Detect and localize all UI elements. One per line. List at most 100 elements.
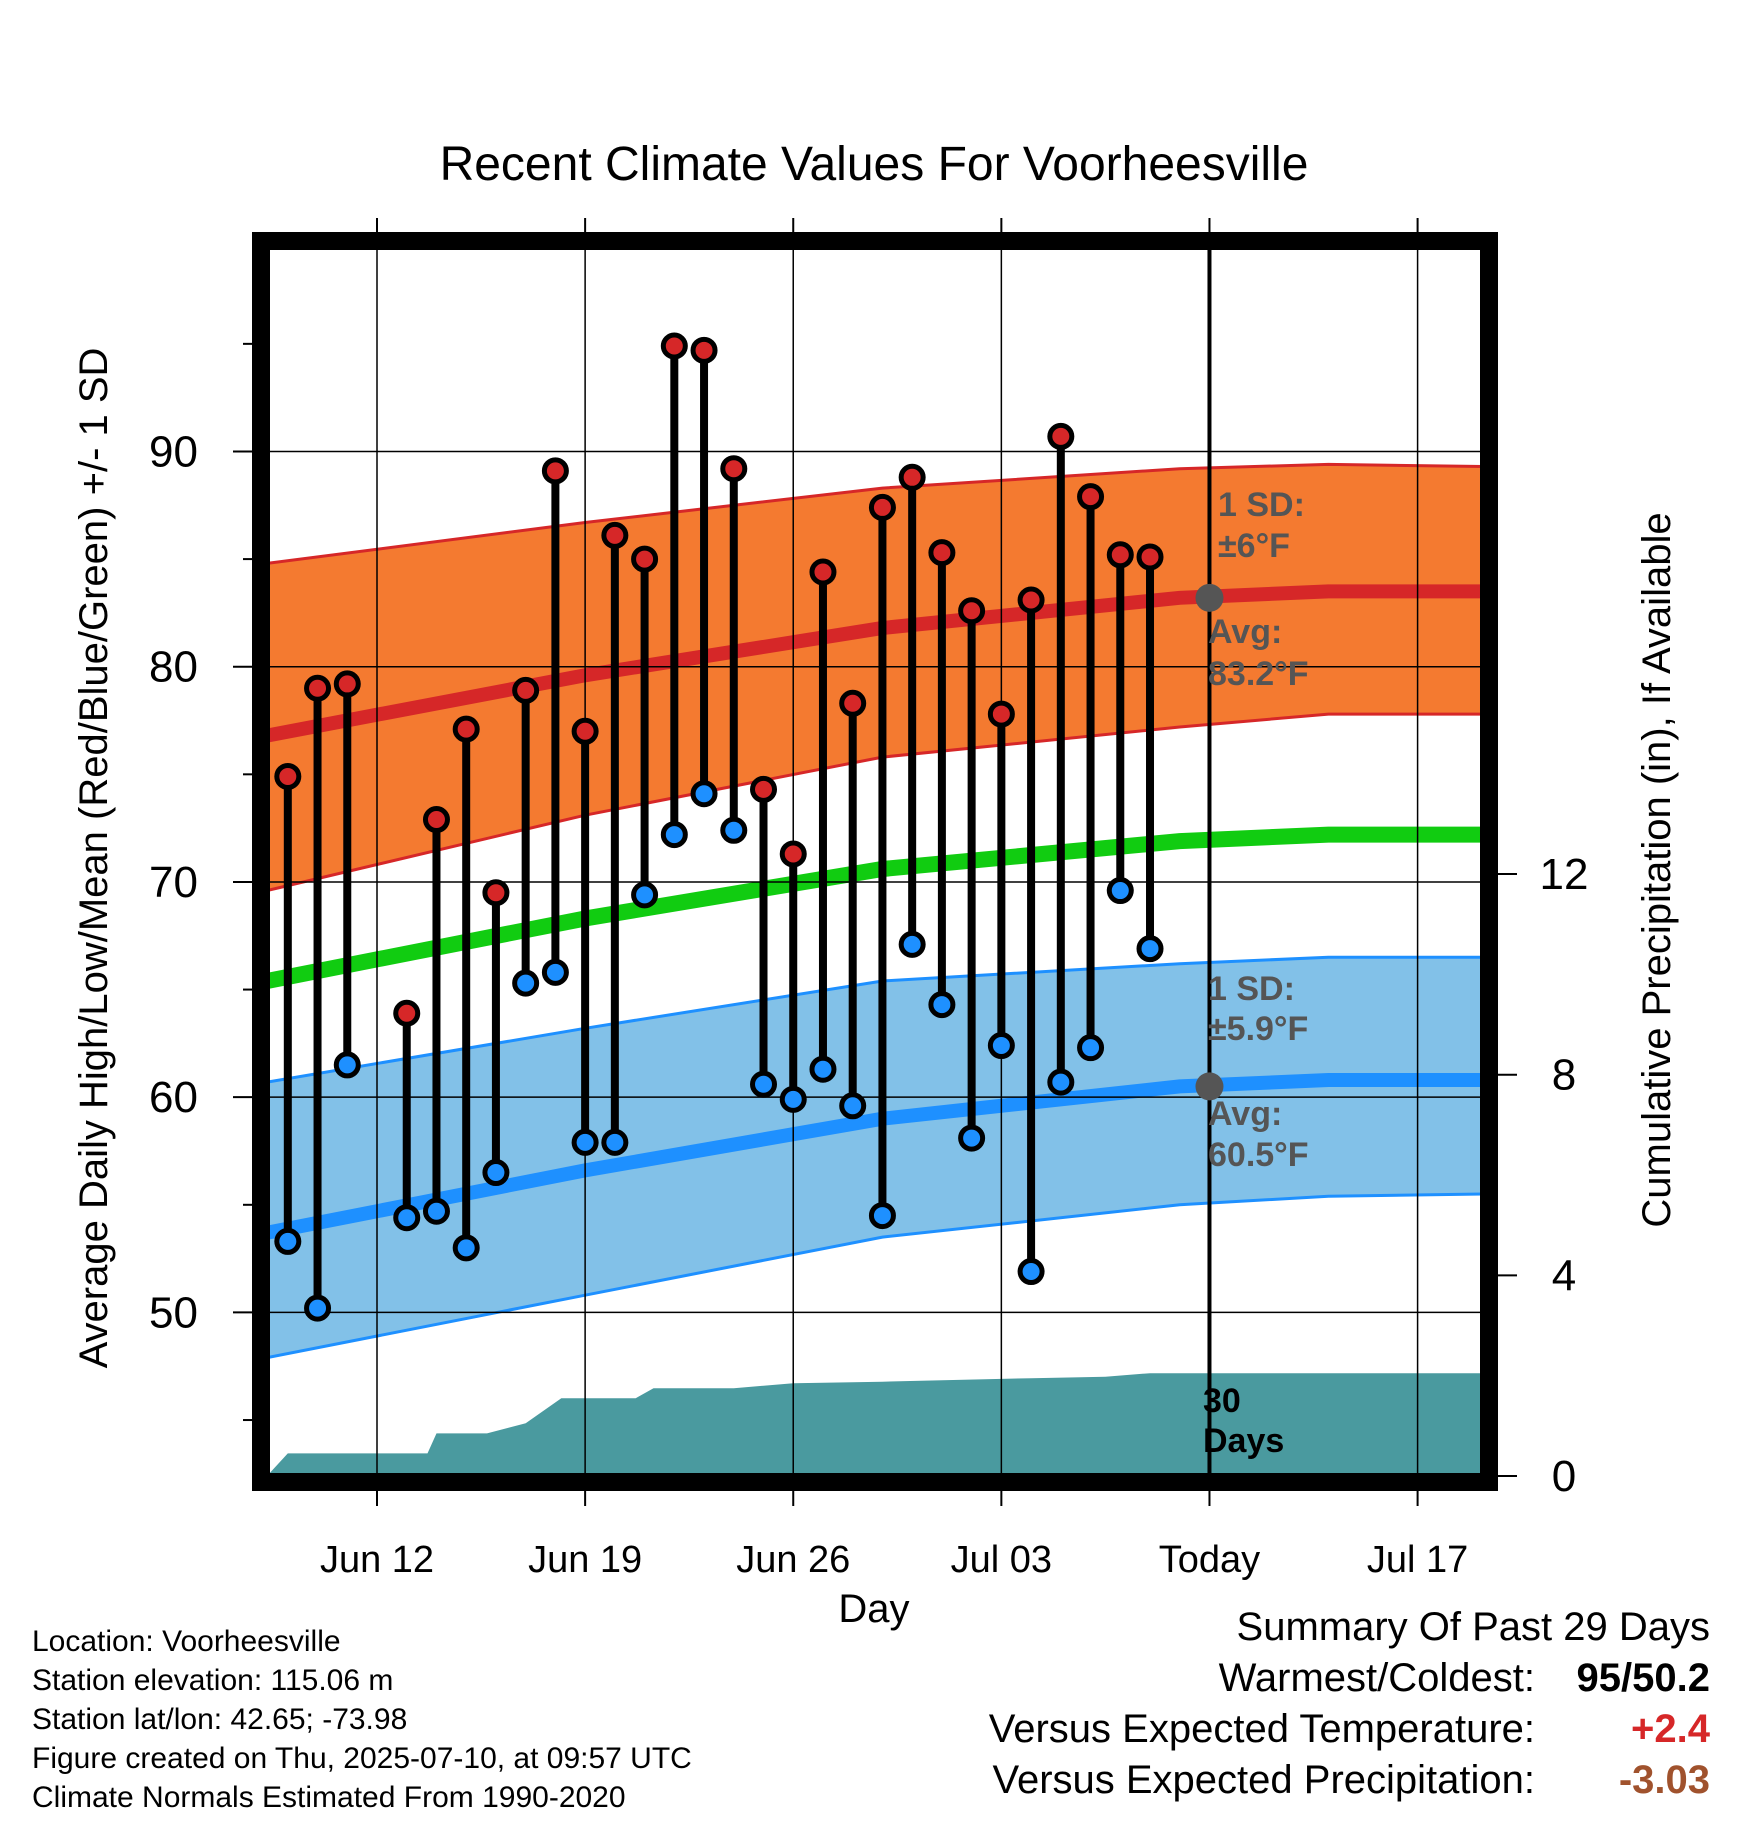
daily-low-point xyxy=(333,1051,361,1079)
daily-low-point xyxy=(541,958,569,986)
high-sd-annotation-line1: 1 SD: xyxy=(1218,486,1305,524)
daily-low-point xyxy=(601,1128,629,1156)
daily-high-point xyxy=(422,806,450,834)
daily-high-point xyxy=(779,840,807,868)
y2-axis-label: Cumulative Precipitation (in), If Availa… xyxy=(1635,512,1679,1227)
warmest-value: 95/50.2 xyxy=(1576,1656,1710,1700)
y-tick-label: 70 xyxy=(149,858,198,907)
daily-high-point xyxy=(571,717,599,745)
daily-high-point xyxy=(333,670,361,698)
daily-high-point xyxy=(1017,586,1045,614)
daily-high-point xyxy=(809,558,837,586)
station-info: Location: Voorheesville Station elevatio… xyxy=(32,1622,692,1817)
chart-title: Recent Climate Values For Voorheesville xyxy=(440,138,1309,191)
daily-low-point xyxy=(1077,1034,1105,1062)
daily-low-point xyxy=(898,930,926,958)
daily-high-point xyxy=(1077,483,1105,511)
y2-tick-label: 4 xyxy=(1552,1251,1576,1300)
daily-low-point xyxy=(809,1055,837,1083)
daily-high-point xyxy=(898,463,926,491)
precip-area xyxy=(267,1373,1483,1476)
created-text: Figure created on Thu, 2025-07-10, at 09… xyxy=(32,1742,692,1775)
low-sd-annotation-line2: ±5.9°F xyxy=(1208,1010,1308,1048)
high-avg-annotation-line2: 83.2°F xyxy=(1208,655,1309,693)
y-tick-label: 60 xyxy=(149,1073,198,1122)
daily-low-point xyxy=(839,1092,867,1120)
x-tick-label: Jun 12 xyxy=(320,1539,434,1581)
normals-text: Climate Normals Estimated From 1990-2020 xyxy=(32,1781,626,1814)
x-axis-label: Day xyxy=(838,1587,909,1631)
high-sd-annotation-line2: ±6°F xyxy=(1218,527,1290,565)
high-avg-annotation-line1: Avg: xyxy=(1208,613,1282,651)
low-avg-annotation-line1: Avg: xyxy=(1208,1095,1282,1133)
precip-annotation-line2: Days xyxy=(1203,1422,1284,1460)
daily-low-point xyxy=(928,991,956,1019)
daily-high-point xyxy=(1136,543,1164,571)
daily-low-point xyxy=(274,1227,302,1255)
low-sd-band xyxy=(267,957,1483,1358)
daily-low-point xyxy=(868,1202,896,1230)
low-avg-annotation-line2: 60.5°F xyxy=(1208,1136,1309,1174)
latlon-text: Station lat/lon: 42.65; -73.98 xyxy=(32,1703,408,1736)
daily-high-point xyxy=(958,597,986,625)
daily-high-point xyxy=(512,676,540,704)
daily-high-point xyxy=(541,457,569,485)
daily-high-point xyxy=(660,332,688,360)
high-sd-upper-edge xyxy=(267,462,1483,565)
x-tick-label: Jul 03 xyxy=(951,1539,1052,1581)
daily-high-point xyxy=(631,545,659,573)
daily-high-point xyxy=(452,715,480,743)
precip-annotation-line1: 30 xyxy=(1203,1382,1241,1420)
daily-high-point xyxy=(839,689,867,717)
low-sd-annotation-line1: 1 SD: xyxy=(1208,970,1295,1008)
daily-low-point xyxy=(452,1234,480,1262)
y-tick-label: 50 xyxy=(149,1288,198,1337)
daily-low-point xyxy=(750,1070,778,1098)
summary-precip-row: Versus Expected Precipitation: -3.03 xyxy=(989,1758,1710,1809)
precip-value: -3.03 xyxy=(1618,1758,1710,1802)
y-tick-label: 90 xyxy=(149,427,198,476)
daily-high-point xyxy=(750,775,778,803)
daily-high-point xyxy=(928,539,956,567)
daily-low-point xyxy=(1136,935,1164,963)
daily-low-point xyxy=(393,1204,421,1232)
plot-frame xyxy=(252,232,1498,1491)
daily-high-point xyxy=(987,700,1015,728)
summary-title: Summary Of Past 29 Days xyxy=(1236,1605,1710,1649)
daily-high-point xyxy=(868,493,896,521)
avg-marker xyxy=(1195,583,1224,612)
avg-marker xyxy=(1195,1072,1224,1101)
summary-panel: Summary Of Past 29 Days Warmest/Coldest:… xyxy=(989,1605,1710,1809)
daily-low-point xyxy=(422,1197,450,1225)
y2-tick-label: 12 xyxy=(1540,850,1589,899)
daily-high-point xyxy=(393,999,421,1027)
daily-high-point xyxy=(482,879,510,907)
daily-low-point xyxy=(631,881,659,909)
elevation-text: Station elevation: 115.06 m xyxy=(32,1664,394,1697)
daily-high-point xyxy=(690,336,718,364)
daily-high-point xyxy=(1106,541,1134,569)
daily-low-point xyxy=(958,1124,986,1152)
daily-low-point xyxy=(987,1032,1015,1060)
daily-low-point xyxy=(512,969,540,997)
warmest-label: Warmest/Coldest: xyxy=(1218,1656,1535,1700)
daily-low-point xyxy=(304,1294,332,1322)
y2-tick-label: 0 xyxy=(1552,1452,1576,1501)
daily-high-point xyxy=(1047,422,1075,450)
daily-high-point xyxy=(601,521,629,549)
daily-low-point xyxy=(1047,1068,1075,1096)
daily-high-point xyxy=(304,674,332,702)
daily-low-point xyxy=(1106,877,1134,905)
daily-low-point xyxy=(482,1159,510,1187)
daily-low-point xyxy=(690,780,718,808)
location-text: Location: Voorheesville xyxy=(32,1625,341,1658)
y-axis-label: Average Daily High/Low/Mean (Red/Blue/Gr… xyxy=(72,348,116,1369)
summary-temp-row: Versus Expected Temperature: +2.4 xyxy=(989,1707,1710,1758)
daily-low-point xyxy=(720,816,748,844)
y-tick-label: 80 xyxy=(149,643,198,692)
daily-low-point xyxy=(1017,1258,1045,1286)
temp-label: Versus Expected Temperature: xyxy=(988,1707,1535,1751)
daily-low-point xyxy=(779,1085,807,1113)
daily-low-point xyxy=(660,821,688,849)
